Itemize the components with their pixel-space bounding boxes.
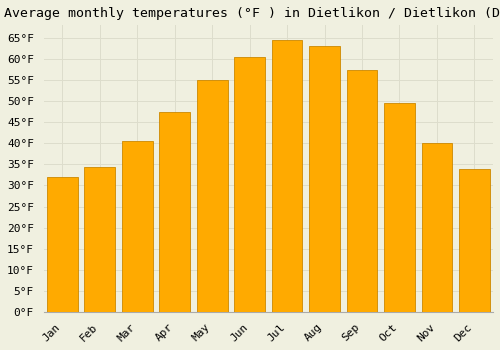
- Title: Average monthly temperatures (°F ) in Dietlikon / Dietlikon (Dorf): Average monthly temperatures (°F ) in Di…: [4, 7, 500, 20]
- Bar: [422, 143, 452, 312]
- Bar: [47, 177, 78, 312]
- Bar: [346, 70, 378, 312]
- Bar: [384, 103, 415, 312]
- Bar: [122, 141, 152, 312]
- Bar: [272, 40, 302, 312]
- Bar: [234, 57, 265, 312]
- Bar: [197, 80, 228, 312]
- Bar: [160, 112, 190, 312]
- Bar: [84, 167, 115, 312]
- Bar: [309, 46, 340, 312]
- Bar: [459, 169, 490, 312]
